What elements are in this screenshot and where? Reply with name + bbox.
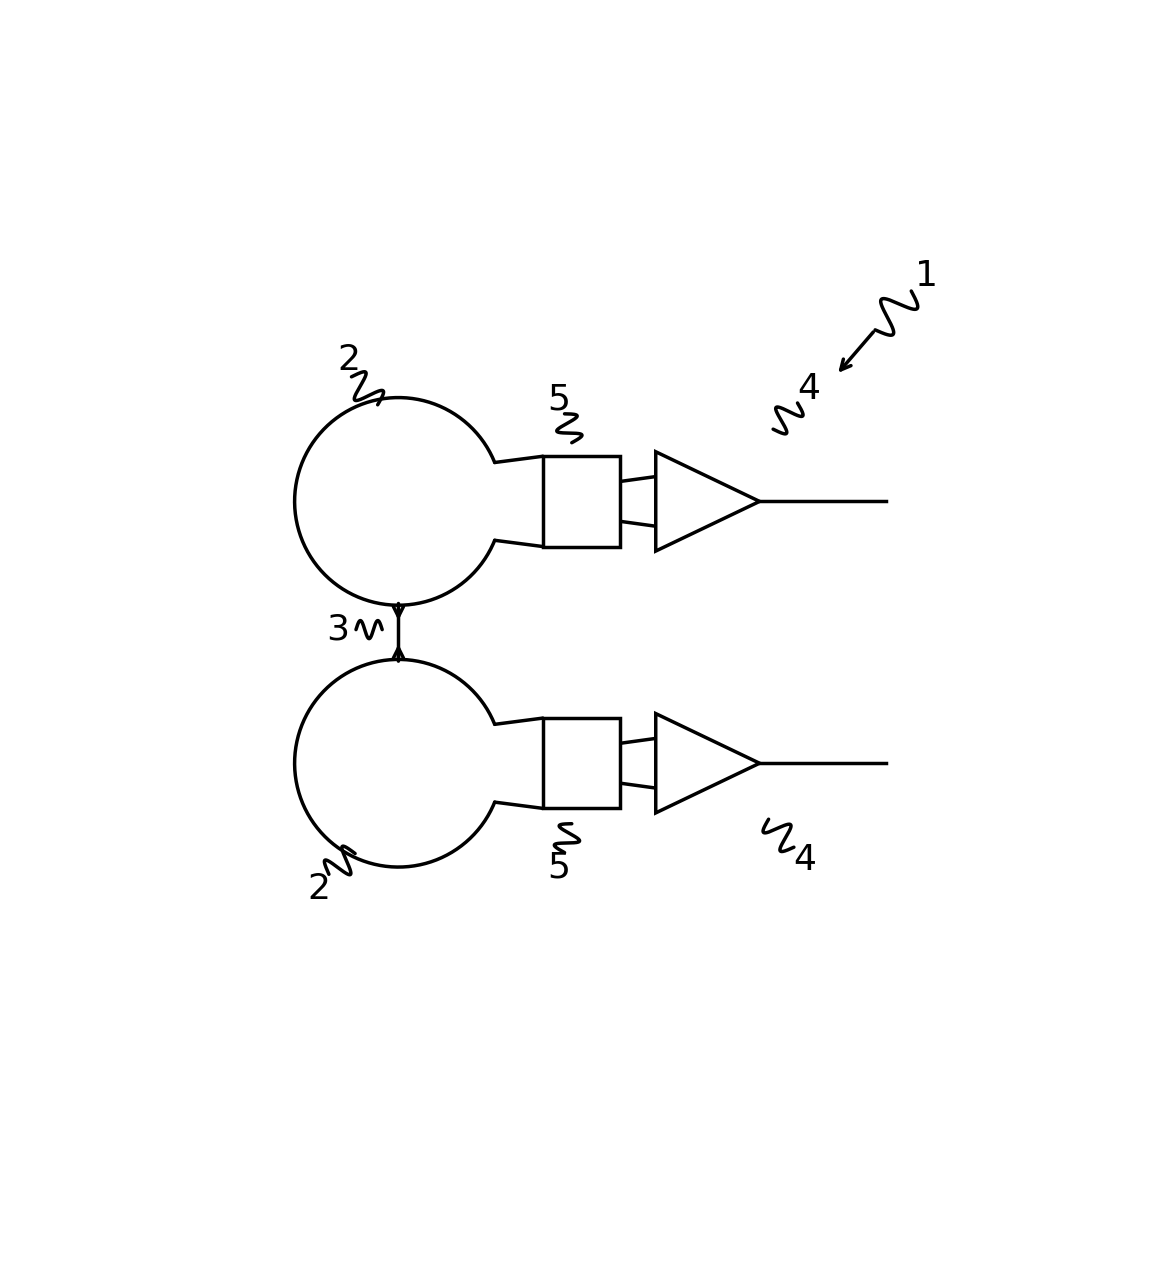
Bar [543, 718, 620, 809]
Polygon shape [656, 452, 760, 551]
Text: 4: 4 [798, 372, 820, 405]
Text: 2: 2 [308, 871, 331, 906]
Bar [543, 456, 620, 546]
Polygon shape [656, 714, 760, 813]
Text: 5: 5 [548, 850, 571, 884]
Text: 4: 4 [793, 843, 817, 876]
Text: 5: 5 [548, 382, 571, 417]
Text: 1: 1 [916, 259, 938, 292]
Text: 2: 2 [338, 343, 360, 377]
Text: 3: 3 [326, 612, 350, 646]
